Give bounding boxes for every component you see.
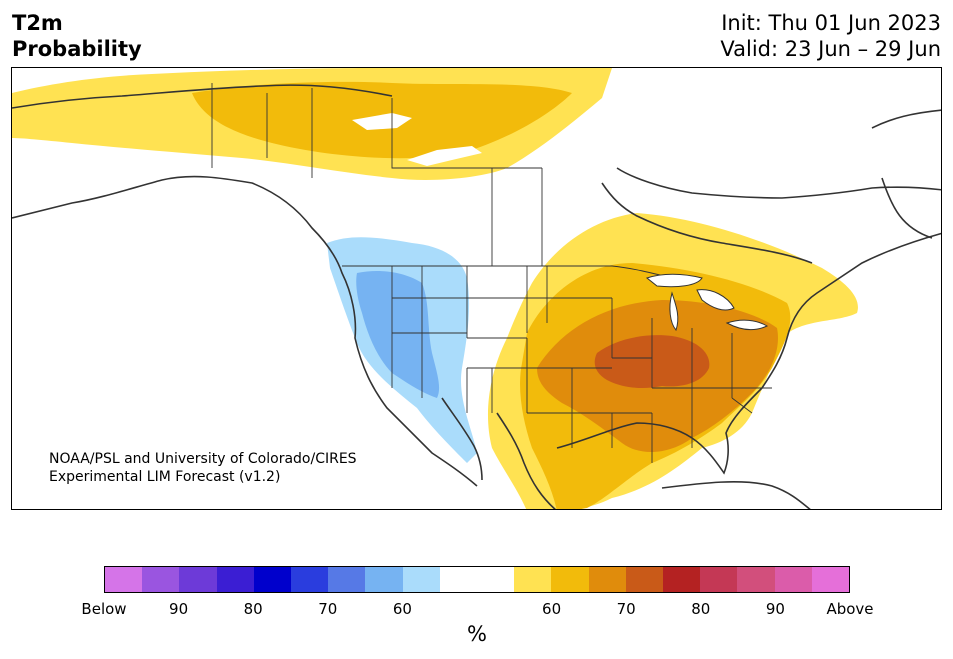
canada-lake-2 (407, 146, 482, 166)
colorbar-segment (700, 567, 738, 592)
init-date: Init: Thu 01 Jun 2023 (721, 11, 941, 35)
west-medium-below (356, 271, 440, 398)
colorbar-segment (253, 567, 292, 592)
map-panel (11, 67, 942, 510)
colorbar-segment (514, 567, 552, 592)
credit-text: NOAA/PSL and University of Colorado/CIRE… (49, 450, 357, 486)
colorbar-tick-label: 90 (169, 600, 189, 618)
colorbar-segment (588, 567, 626, 592)
valid-range: Valid: 23 Jun – 29 Jun (720, 37, 941, 61)
colorbar-tick-label: 70 (616, 600, 636, 618)
colorbar-tick-label: 80 (691, 600, 711, 618)
colorbar-tick-label: 80 (243, 600, 263, 618)
forecast-dates: Init: Thu 01 Jun 2023 Valid: 23 Jun – 29… (720, 10, 941, 62)
colorbar-tick-label: Above (826, 600, 874, 618)
colorbar-segment (179, 567, 217, 592)
colorbar-segment (291, 567, 329, 592)
credit-line-1: NOAA/PSL and University of Colorado/CIRE… (49, 451, 357, 467)
colorbar (104, 566, 850, 593)
colorbar-segment (774, 567, 812, 592)
colorbar-segment (328, 567, 366, 592)
colorbar-tick-label: 60 (392, 600, 412, 618)
credit-line-2: Experimental LIM Forecast (v1.2) (49, 469, 281, 485)
colorbar-segment (625, 567, 664, 592)
coastlines (12, 84, 941, 509)
colorbar-segment (737, 567, 775, 592)
great-lakes (645, 273, 769, 331)
political-borders (211, 83, 772, 463)
canada-lake-1 (352, 113, 412, 130)
colorbar-segment (105, 567, 143, 592)
colorbar-segment (402, 567, 440, 592)
colorbar-segment (439, 567, 478, 592)
colorbar-segment (663, 567, 701, 592)
colorbar-segment (216, 567, 254, 592)
variable-label: T2m (12, 11, 63, 35)
colorbar-tick-label: 90 (765, 600, 785, 618)
colorbar-segment (811, 567, 850, 592)
colorbar-segment (365, 567, 403, 592)
colorbar-unit: % (467, 622, 487, 646)
map-title: T2m Probability (12, 10, 142, 62)
colorbar-tick-label: Below (81, 600, 127, 618)
colorbar-tick-label: 70 (318, 600, 338, 618)
colorbar-segment (142, 567, 180, 592)
colorbar-tick-label: 60 (542, 600, 562, 618)
quantity-label: Probability (12, 37, 142, 61)
colorbar-segment (551, 567, 589, 592)
north-america-map (12, 68, 941, 509)
colorbar-segment (477, 567, 515, 592)
